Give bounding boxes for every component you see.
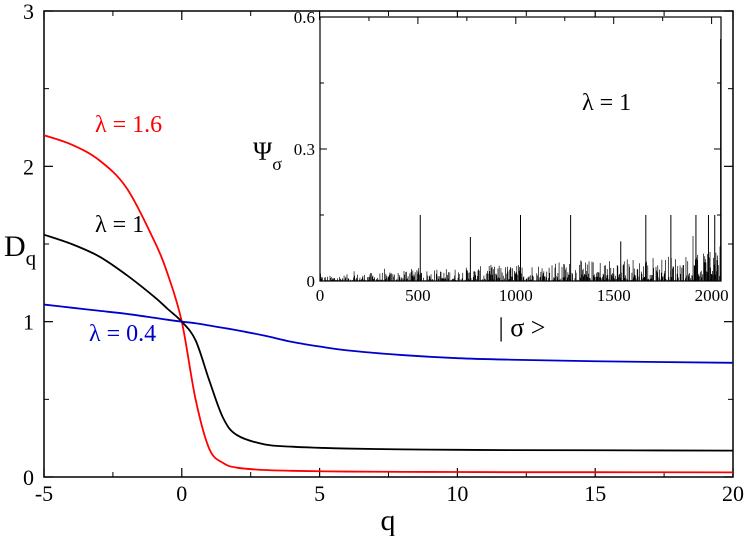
series-line-2	[43, 303, 734, 364]
main-series-lines	[43, 134, 734, 474]
main-x-ticks: -5 0 5 10 15 20	[35, 11, 744, 506]
inset-x-ticks: 0 500 1000 1500 2000	[316, 17, 729, 305]
inset-x-axis-title: | σ >	[499, 313, 546, 342]
series-line-1	[43, 233, 734, 452]
x-tick-label: 0	[176, 481, 187, 506]
y-axis-title: Dq	[4, 230, 37, 270]
inset-annotation: λ = 1	[582, 90, 631, 116]
inset-plot: 0 500 1000 1500 2000 0 0.3 0.6 | σ > Ψσ λ = 1	[253, 8, 729, 342]
x-tick-label: -5	[35, 481, 53, 506]
main-y-ticks: 0 1 2 3	[23, 0, 733, 490]
inset-y-axis-title-sub: σ	[272, 154, 282, 174]
y-axis-title-main: D	[4, 230, 26, 263]
inset-x-tick-label: 500	[405, 286, 431, 305]
x-tick-label: 15	[584, 481, 606, 506]
inset-x-tick-label: 0	[316, 286, 325, 305]
inset-x-tick-label: 2000	[695, 286, 729, 305]
y-axis-title-sub: q	[26, 246, 37, 270]
x-tick-label: 10	[446, 481, 468, 506]
y-tick-label: 0	[23, 465, 34, 490]
inset-y-ticks: 0 0.3 0.6	[294, 8, 721, 291]
series-label-lambda-1.6: λ = 1.6	[95, 112, 162, 138]
x-tick-label: 5	[314, 481, 325, 506]
inset-x-tick-label: 1000	[499, 286, 533, 305]
inset-y-tick-label: 0.3	[294, 140, 315, 159]
inset-y-tick-label: 0	[307, 272, 316, 291]
inset-x-tick-label: 1500	[597, 286, 631, 305]
x-tick-label: 20	[722, 481, 744, 506]
x-axis-title: q	[381, 504, 396, 536]
series-line-0	[43, 134, 734, 474]
inset-bars	[319, 39, 722, 281]
y-tick-label: 2	[23, 154, 34, 179]
series-label-lambda-0.4: λ = 0.4	[89, 321, 156, 347]
series-label-lambda-1: λ = 1	[95, 212, 144, 238]
y-tick-label: 1	[23, 310, 34, 335]
inset-y-axis-title-main: Ψ	[253, 137, 273, 166]
y-tick-label: 3	[23, 0, 34, 24]
inset-y-axis-title: Ψσ	[253, 137, 282, 174]
inset-y-tick-label: 0.6	[294, 8, 315, 27]
